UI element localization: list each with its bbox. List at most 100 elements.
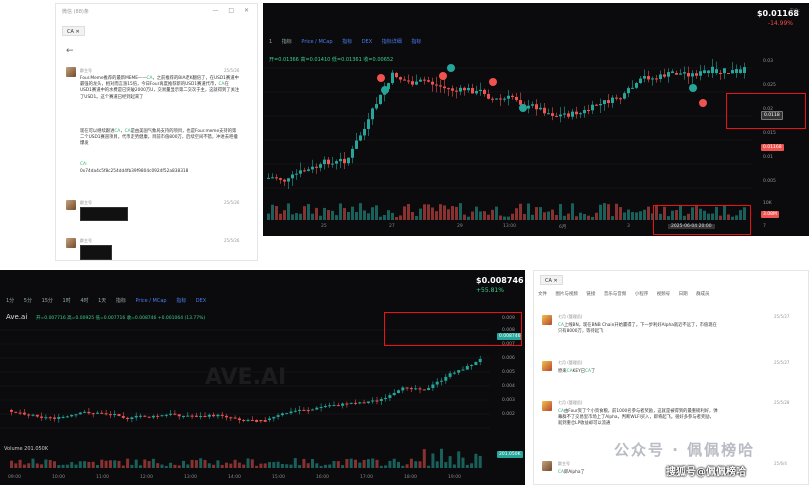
volume-bar bbox=[671, 210, 674, 220]
volume-bar bbox=[271, 204, 274, 220]
toolbar-item[interactable]: 指标 bbox=[281, 39, 292, 45]
ca-link[interactable]: CA bbox=[558, 470, 564, 475]
toolbar-item[interactable]: 指标 bbox=[411, 39, 422, 45]
volume-bar bbox=[14, 463, 18, 468]
candle-body bbox=[139, 415, 142, 417]
menu-item[interactable]: 群成员 bbox=[696, 292, 710, 297]
menu-item[interactable]: 链接 bbox=[586, 292, 596, 297]
toolbar-item[interactable]: 1分 bbox=[6, 298, 15, 304]
candle-body bbox=[362, 402, 366, 404]
volume-bar bbox=[293, 458, 297, 468]
volume-bar bbox=[289, 464, 293, 468]
back-arrow-icon[interactable]: ← bbox=[66, 46, 74, 56]
chart-thumbnail[interactable] bbox=[80, 207, 128, 221]
toolbar-item[interactable]: Price / MCap bbox=[301, 39, 333, 45]
ca-link[interactable]: CA bbox=[585, 369, 591, 374]
avatar bbox=[542, 401, 552, 411]
y-tick: 0.005 bbox=[763, 179, 776, 184]
message-text-mid: ， bbox=[120, 129, 125, 134]
current-price: $0.01168 bbox=[756, 9, 799, 18]
toolbar-item[interactable]: 1 bbox=[269, 39, 273, 45]
x-tick: 11:00 bbox=[96, 475, 109, 480]
toolbar-item[interactable]: Price / MCap bbox=[135, 298, 167, 304]
volume-bar bbox=[186, 464, 190, 468]
candle-body bbox=[491, 98, 494, 100]
menu-item[interactable]: 日期 bbox=[678, 292, 688, 297]
volume-bar bbox=[287, 203, 290, 220]
message-text: 原來CAKEY已CA了 bbox=[558, 369, 718, 375]
volume-bar bbox=[190, 459, 194, 468]
ca-link[interactable]: CA bbox=[146, 76, 153, 81]
volume-bar bbox=[126, 458, 130, 468]
candle-body bbox=[519, 100, 522, 105]
candle-body bbox=[463, 87, 466, 91]
toolbar-item[interactable]: DEX bbox=[361, 39, 373, 45]
toolbar-item[interactable]: 1时 bbox=[62, 298, 71, 304]
candle-body bbox=[448, 373, 452, 377]
price-chart-top[interactable]: $0.01168 -14.99% 安全： 1 指标 Price / MCap 指… bbox=[263, 3, 809, 236]
search-chip[interactable]: CA ✕ bbox=[62, 26, 85, 36]
candle-body bbox=[499, 98, 502, 100]
volume-bar bbox=[359, 203, 362, 220]
candle-body bbox=[303, 170, 306, 172]
candle-chart-top[interactable] bbox=[263, 48, 753, 228]
trade-marker bbox=[689, 84, 697, 92]
toolbar-item[interactable]: 15分 bbox=[41, 298, 53, 304]
ca-link[interactable]: CA bbox=[558, 323, 564, 328]
volume-bar bbox=[405, 464, 409, 468]
volume-bar bbox=[411, 211, 414, 220]
toolbar-item[interactable]: 指标 bbox=[342, 39, 353, 45]
volume-bar bbox=[44, 459, 48, 468]
candle-body bbox=[715, 69, 718, 73]
menu-item[interactable]: 图片与视频 bbox=[555, 292, 578, 297]
menu-item[interactable]: 文件 bbox=[538, 292, 547, 297]
ca-link[interactable]: CA bbox=[566, 369, 573, 374]
volume-bar bbox=[283, 210, 286, 220]
chart-thumbnail[interactable] bbox=[80, 245, 112, 260]
price-chart-bottom[interactable]: $0.008746 +55.81% 1分 5分 15分 1时 4时 1天 指标 … bbox=[0, 270, 525, 485]
ca-address[interactable]: 0x74da4c5f8c254dd4fb39f9804c0924f52a8383… bbox=[80, 169, 189, 174]
toolbar-item[interactable]: 指标 bbox=[115, 298, 126, 304]
volume-bar bbox=[96, 465, 99, 468]
avatar bbox=[542, 315, 552, 325]
volume-bar bbox=[173, 464, 177, 468]
ca-link[interactable]: CA bbox=[558, 409, 564, 414]
toolbar-item[interactable]: 指标 bbox=[176, 298, 187, 304]
candle-body bbox=[418, 388, 422, 390]
ca-link[interactable]: CA bbox=[114, 129, 121, 134]
candle-body bbox=[83, 411, 87, 413]
toolbar-item[interactable]: 指标详细 bbox=[381, 39, 402, 45]
price-tag-current: 0.008746 bbox=[497, 333, 523, 340]
candle-body bbox=[422, 389, 426, 391]
candle-body bbox=[323, 159, 326, 165]
ca-link[interactable]: CA bbox=[124, 129, 131, 134]
volume-bar bbox=[139, 465, 142, 468]
window-controls[interactable]: — □ ✕ bbox=[212, 7, 253, 14]
candle-body bbox=[283, 179, 286, 182]
volume-tag: 201.050K bbox=[497, 451, 523, 458]
menu-item[interactable]: 视频号 bbox=[656, 292, 671, 297]
candle-body bbox=[719, 73, 722, 74]
candle-body bbox=[647, 76, 650, 80]
candle-chart-bottom[interactable] bbox=[0, 320, 490, 470]
menu-item[interactable]: 音乐与音频 bbox=[603, 292, 627, 297]
candle-body bbox=[375, 104, 378, 109]
x-tick: 13:00 bbox=[184, 475, 197, 480]
candle-body bbox=[567, 113, 570, 117]
toolbar-item[interactable]: 4时 bbox=[80, 298, 89, 304]
chart-toolbar: 1 指标 Price / MCap 指标 DEX 指标详细 指标 bbox=[269, 38, 429, 45]
candle-body bbox=[535, 104, 538, 110]
search-chip[interactable]: CA ✕ bbox=[540, 275, 563, 285]
volume-bar bbox=[371, 207, 374, 220]
volume-bar bbox=[448, 456, 452, 468]
message-text: CA即Alpha了 bbox=[558, 470, 678, 476]
toolbar-item[interactable]: DEX bbox=[195, 298, 207, 304]
toolbar-item[interactable]: 5分 bbox=[23, 298, 32, 304]
volume-bar bbox=[409, 458, 413, 468]
volume-bar bbox=[435, 461, 439, 468]
candle-body bbox=[443, 86, 446, 89]
toolbar-item[interactable]: 1天 bbox=[98, 298, 107, 304]
candle-body bbox=[186, 415, 190, 417]
menu-item[interactable]: 小程序 bbox=[634, 292, 649, 297]
ca-link[interactable]: CA bbox=[218, 82, 225, 88]
